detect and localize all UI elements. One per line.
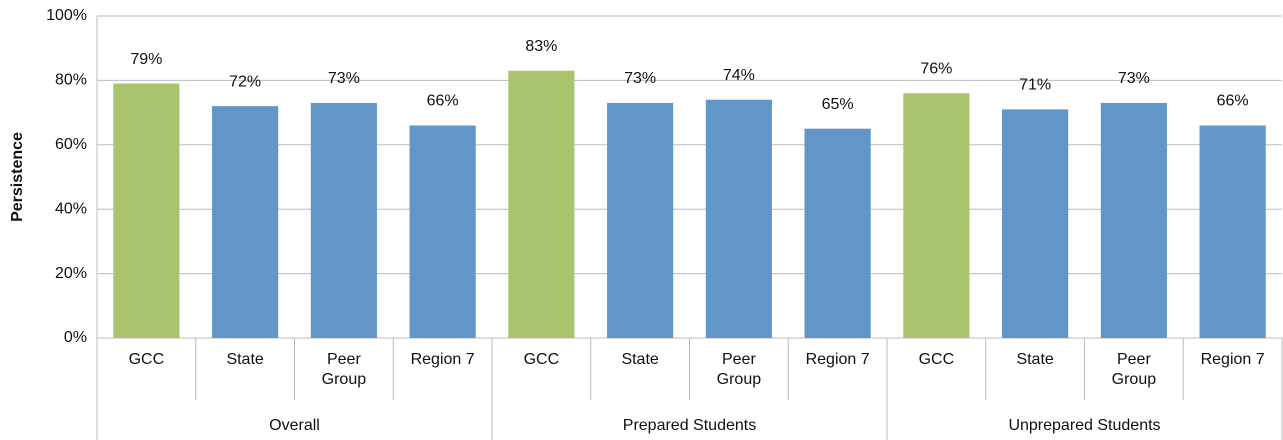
x-tick-label: GCC xyxy=(523,351,560,368)
y-axis-label: Persistence xyxy=(9,132,26,222)
value-label: 73% xyxy=(1118,70,1150,87)
bar xyxy=(804,128,871,338)
value-label: 66% xyxy=(1217,93,1249,110)
x-tick-label: Region 7 xyxy=(805,351,870,368)
bar xyxy=(903,93,970,338)
x-tick-label: Peer Group xyxy=(1111,351,1157,388)
value-label: 65% xyxy=(822,96,854,113)
y-tick-label: 80% xyxy=(55,72,87,89)
group-label: Overall xyxy=(269,417,320,434)
x-tick-label: Peer Group xyxy=(716,351,762,388)
y-tick-label: 100% xyxy=(46,7,87,24)
value-label: 73% xyxy=(624,70,656,87)
value-label: 66% xyxy=(427,93,459,110)
bar xyxy=(607,102,674,338)
value-label: 79% xyxy=(130,51,162,68)
value-label: 72% xyxy=(229,73,261,90)
value-label: 71% xyxy=(1019,77,1051,94)
bar xyxy=(409,125,476,338)
bar xyxy=(212,106,279,338)
bar xyxy=(508,70,575,339)
y-tick-label: 20% xyxy=(55,265,87,282)
value-label: 83% xyxy=(525,38,557,55)
value-label: 74% xyxy=(723,67,755,84)
y-tick-label: 40% xyxy=(55,200,87,217)
x-tick-label: GCC xyxy=(918,351,955,368)
x-tick-label: State xyxy=(621,351,659,368)
bar xyxy=(310,102,377,338)
bar xyxy=(1002,109,1069,338)
group-label: Unprepared Students xyxy=(1008,417,1160,434)
x-tick-label: State xyxy=(226,351,264,368)
y-tick-label: 0% xyxy=(64,329,87,346)
bar xyxy=(113,83,180,339)
y-tick-label: 60% xyxy=(55,136,87,153)
x-tick-label: Region 7 xyxy=(410,351,475,368)
x-tick-label: Region 7 xyxy=(1200,351,1265,368)
value-label: 76% xyxy=(920,60,952,77)
bar xyxy=(705,99,772,338)
bar xyxy=(1100,102,1167,338)
value-label: 73% xyxy=(328,70,360,87)
x-tick-label: GCC xyxy=(128,351,165,368)
group-label: Prepared Students xyxy=(623,417,756,434)
x-tick-label: Peer Group xyxy=(321,351,367,388)
x-tick-label: State xyxy=(1016,351,1054,368)
bar xyxy=(1199,125,1266,338)
